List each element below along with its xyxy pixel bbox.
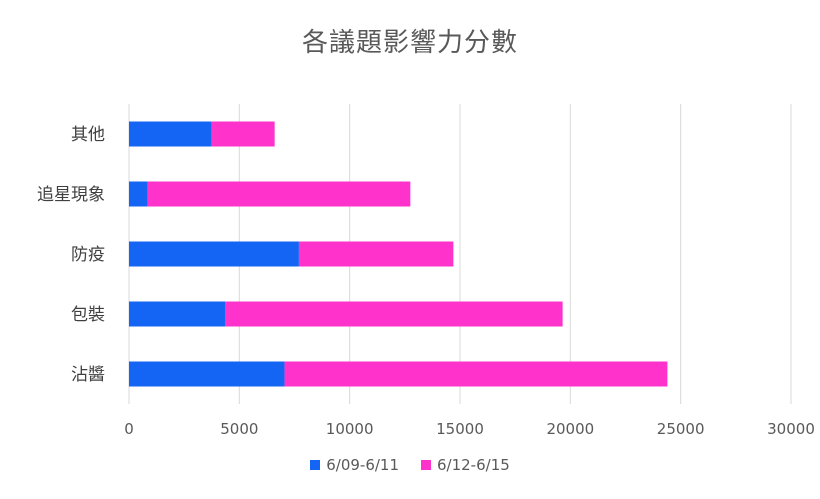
chart-title: 各議題影響力分數 <box>301 28 518 58</box>
x-tick-label-4: 20000 <box>546 420 594 438</box>
y-category-label-1: 追星現象 <box>37 185 105 205</box>
legend-label-series-1: 6/09-6/11 <box>326 456 399 474</box>
y-category-label-3: 包裝 <box>71 305 105 325</box>
axes: 0 5000 10000 15000 20000 25000 30000 其他追星現象防疫包裝… <box>37 125 815 438</box>
y-category-label-0: 其他 <box>71 125 105 145</box>
bar-series-1-0 <box>129 121 212 147</box>
legend-item-series-2: 6/12-6/15 <box>421 456 510 474</box>
bar-series-2-2 <box>298 241 454 267</box>
bar-series-1-2 <box>129 241 299 267</box>
bar-series-2-0 <box>211 121 275 147</box>
x-tick-label-1: 5000 <box>220 420 258 438</box>
bar-series-1-3 <box>129 301 225 327</box>
y-category-label-4: 沾醬 <box>71 365 105 385</box>
x-tick-label-2: 10000 <box>326 420 374 438</box>
legend-swatch-series-1 <box>310 460 321 470</box>
bar-series-1-4 <box>129 361 285 387</box>
x-tick-label-3: 15000 <box>436 420 484 438</box>
y-category-label-2: 防疫 <box>71 245 105 265</box>
bars <box>129 121 668 387</box>
legend-label-series-2: 6/12-6/15 <box>437 456 510 474</box>
x-tick-label-6: 30000 <box>767 420 815 438</box>
bar-series-2-3 <box>224 301 563 327</box>
bar-series-2-1 <box>147 181 411 207</box>
x-tick-label-0: 0 <box>124 420 134 438</box>
bar-series-2-4 <box>284 361 668 387</box>
legend-item-series-1: 6/09-6/11 <box>310 456 399 474</box>
legend-swatch-series-2 <box>421 460 431 470</box>
legend: 6/09-6/11 6/12-6/15 <box>0 456 820 474</box>
bar-series-1-1 <box>129 181 148 207</box>
x-tick-label-5: 25000 <box>657 420 705 438</box>
